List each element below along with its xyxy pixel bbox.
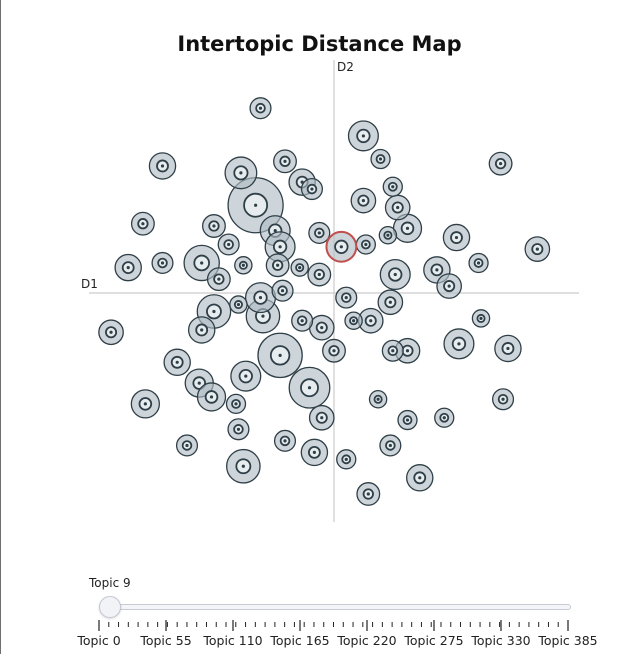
x-axis-label: D1	[81, 277, 98, 291]
topic-point[interactable]	[381, 339, 404, 362]
topic-point[interactable]	[288, 366, 331, 409]
topic-point[interactable]	[273, 149, 297, 174]
topic-point[interactable]	[322, 338, 346, 363]
topic-point[interactable]	[151, 251, 174, 275]
topic-point[interactable]	[196, 382, 227, 412]
topic-point[interactable]	[368, 390, 388, 409]
topic-point[interactable]	[98, 319, 124, 346]
slider-tick-label: Topic 110	[202, 633, 262, 648]
topic-slider-handle[interactable]	[99, 596, 121, 618]
topic-point[interactable]	[471, 309, 491, 328]
topic-point[interactable]	[524, 236, 551, 262]
topic-point[interactable]	[384, 194, 411, 221]
slider-tick-label: Topic 165	[269, 633, 329, 648]
topic-point[interactable]	[130, 211, 155, 236]
topic-point[interactable]	[382, 176, 403, 197]
topic-point[interactable]	[271, 279, 294, 302]
slider-current-label: Topic 9	[89, 576, 131, 590]
topic-point[interactable]	[442, 223, 471, 252]
topic-point[interactable]	[201, 214, 226, 238]
topic-point[interactable]	[244, 282, 277, 314]
topic-point[interactable]	[370, 148, 391, 170]
slider-tick-label: Topic 330	[470, 633, 530, 648]
topic-point[interactable]	[265, 253, 290, 278]
topic-point[interactable]	[379, 258, 411, 291]
topic-point[interactable]	[443, 328, 475, 360]
topic-point[interactable]	[234, 256, 253, 275]
topic-point[interactable]	[336, 449, 357, 470]
topic-point[interactable]	[225, 393, 247, 415]
topic-point[interactable]	[378, 225, 398, 245]
topic-point[interactable]	[249, 97, 272, 120]
topic-point[interactable]	[224, 156, 258, 190]
topic-point[interactable]	[163, 348, 191, 377]
topic-point[interactable]	[377, 289, 404, 316]
topic-point[interactable]	[114, 253, 142, 282]
topic-point[interactable]	[273, 429, 297, 452]
topic-point[interactable]	[379, 434, 402, 457]
topic-point[interactable]	[494, 334, 522, 363]
topic-point[interactable]	[308, 221, 331, 244]
y-axis-label: D2	[337, 60, 354, 74]
chart-title: Intertopic Distance Map	[177, 32, 462, 56]
topic-point[interactable]	[300, 178, 324, 201]
topic-point[interactable]	[356, 482, 381, 506]
topic-point[interactable]	[308, 314, 335, 341]
topic-point[interactable]	[257, 332, 303, 379]
topic-point[interactable]	[130, 389, 161, 419]
topic-point[interactable]	[148, 152, 177, 180]
topic-point[interactable]	[291, 309, 314, 332]
topic-point[interactable]	[434, 407, 455, 428]
selected-topic-ring	[325, 230, 358, 263]
topic-point[interactable]	[230, 360, 262, 392]
topic-point[interactable]	[355, 234, 377, 255]
topic-point[interactable]	[300, 438, 329, 467]
topic-point[interactable]	[357, 307, 384, 334]
topic-point[interactable]	[175, 434, 199, 457]
topic-point[interactable]	[436, 273, 462, 299]
topic-point[interactable]	[397, 409, 418, 431]
topic-point[interactable]	[491, 388, 515, 411]
topic-point[interactable]	[347, 120, 379, 152]
slider-tick-label: Topic 220	[336, 633, 396, 648]
topic-point[interactable]	[229, 295, 248, 314]
slider-tick-label: Topic 385	[537, 633, 597, 648]
topic-point[interactable]	[308, 404, 335, 431]
topic-point[interactable]	[350, 187, 377, 214]
topic-point[interactable]	[405, 464, 434, 492]
topic-point[interactable]	[226, 448, 261, 484]
topic-point[interactable]	[392, 213, 423, 243]
topic-point[interactable]	[206, 267, 231, 292]
topic-point[interactable]	[344, 311, 363, 330]
topic-point[interactable]	[217, 233, 240, 256]
slider-tick-label: Topic 55	[139, 633, 191, 648]
slider-tick-label: Topic 0	[76, 633, 120, 648]
topic-point[interactable]	[468, 252, 489, 274]
topic-point[interactable]	[290, 258, 309, 277]
left-border	[0, 0, 1, 654]
topic-point[interactable]	[227, 418, 250, 441]
topic-point[interactable]	[264, 231, 296, 263]
topic-point[interactable]	[488, 151, 513, 176]
topic-slider-rail[interactable]	[99, 604, 571, 610]
slider-tick-label: Topic 275	[403, 633, 463, 648]
topic-point[interactable]	[335, 286, 358, 309]
topic-point[interactable]	[187, 316, 216, 344]
topic-point[interactable]	[307, 262, 332, 287]
